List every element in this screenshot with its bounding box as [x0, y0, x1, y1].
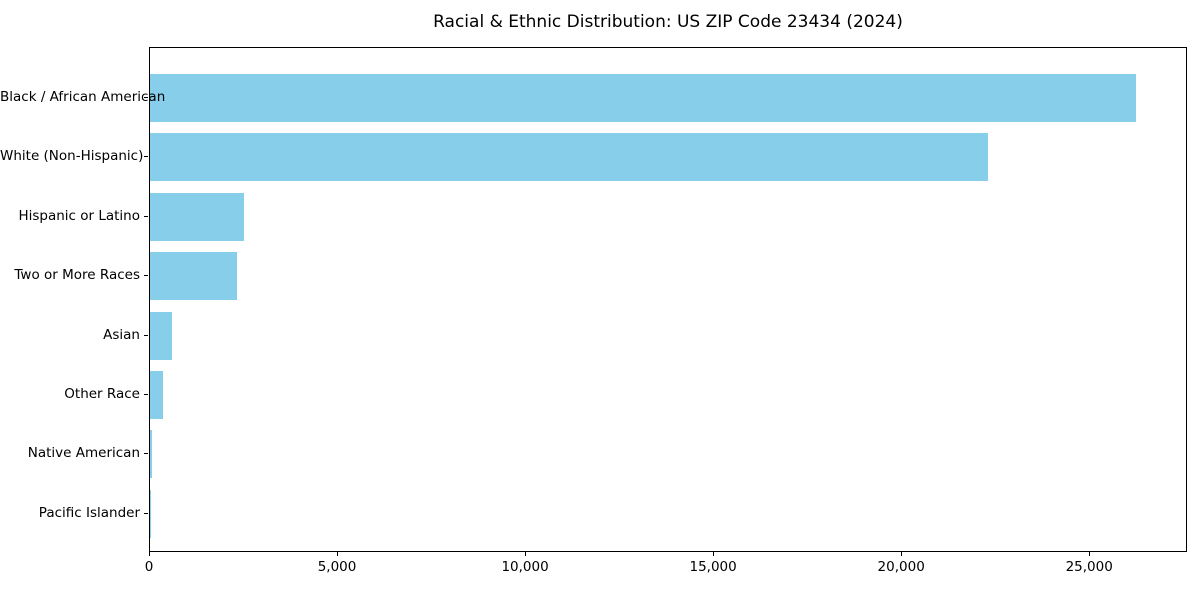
y-tick-mark — [144, 394, 148, 395]
bar — [150, 74, 1137, 122]
y-tick-label: Hispanic or Latino — [18, 207, 140, 224]
y-tick-mark — [144, 156, 148, 158]
bar — [150, 371, 163, 419]
y-tick-mark — [144, 453, 148, 455]
x-tick-label: 20,000 — [877, 559, 925, 575]
x-tick-label: 5,000 — [317, 559, 357, 575]
x-tick-mark — [900, 552, 902, 556]
x-tick-mark — [1088, 552, 1090, 556]
plot-area — [149, 47, 1187, 552]
x-tick-mark — [148, 552, 150, 556]
bar — [150, 311, 172, 360]
x-tick-label: 0 — [144, 559, 154, 575]
bar — [150, 192, 245, 241]
bar — [150, 252, 237, 301]
x-tick-label: 15,000 — [689, 559, 737, 575]
y-tick-mark — [144, 512, 148, 514]
x-tick-mark — [712, 552, 714, 556]
y-tick-label: White (Non-Hispanic) — [0, 148, 144, 165]
chart-title: Racial & Ethnic Distribution: US ZIP Cod… — [433, 12, 903, 32]
y-tick-label: Other Race — [64, 386, 140, 402]
y-tick-mark — [144, 97, 148, 98]
y-tick-label: Black / African American — [0, 89, 166, 105]
x-tick-label: 25,000 — [1065, 559, 1113, 575]
y-tick-label: Asian — [103, 326, 140, 343]
bar — [150, 133, 988, 182]
bar — [150, 430, 152, 479]
x-tick-label: 10,000 — [501, 559, 549, 575]
y-tick-label: Native American — [27, 445, 140, 462]
y-tick-label: Pacific Islander — [38, 504, 140, 521]
y-tick-mark — [144, 275, 148, 277]
y-tick-mark — [144, 334, 148, 336]
x-tick-mark — [524, 552, 526, 556]
y-tick-label: Two or More Races — [14, 267, 140, 284]
y-tick-mark — [144, 215, 148, 217]
x-tick-mark — [336, 552, 338, 556]
